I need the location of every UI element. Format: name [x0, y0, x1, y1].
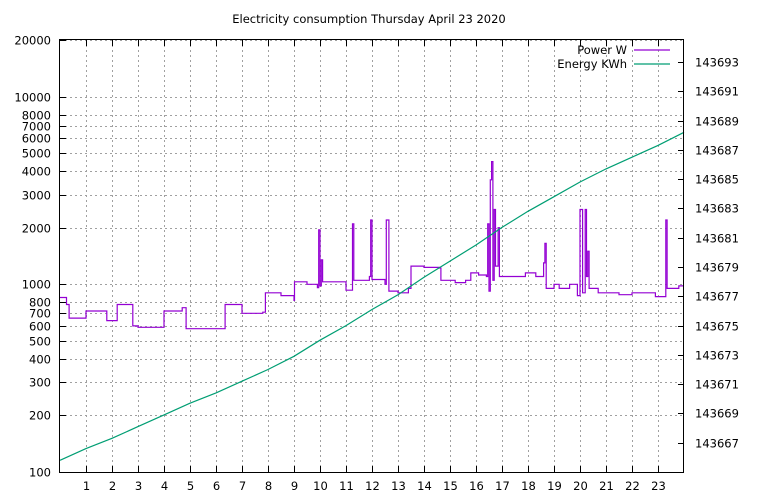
series-power-w: [60, 161, 684, 330]
y-left-tick-label: 800: [29, 296, 51, 310]
y-right-tick-label: 143675: [695, 320, 739, 334]
x-tick-label: 1: [83, 479, 90, 493]
y-left-tick-label: 100: [29, 466, 51, 480]
y-right-tick-label: 143689: [695, 115, 739, 129]
y-left-tick-label: 20000: [14, 34, 51, 48]
y-right-tick-label: 143681: [695, 232, 739, 246]
x-tick-label: 16: [469, 479, 484, 493]
y-left-tick-label: 6000: [22, 132, 51, 146]
x-tick-label: 3: [135, 479, 142, 493]
y-left-tick-label: 700: [29, 307, 51, 321]
x-tick-label: 12: [365, 479, 380, 493]
x-tick-label: 5: [187, 479, 194, 493]
legend-label: Energy KWh: [557, 57, 627, 71]
y-left-tick-label: 600: [29, 320, 51, 334]
legend-label: Power W: [577, 43, 627, 57]
y-right-tick-label: 143679: [695, 261, 739, 275]
x-tick-label: 21: [599, 479, 614, 493]
y-right-tick-label: 143673: [695, 349, 739, 363]
x-tick-label: 17: [495, 479, 510, 493]
x-tick-label: 4: [161, 479, 168, 493]
y-left-tick-label: 8000: [22, 109, 51, 123]
x-tick-label: 15: [443, 479, 458, 493]
y-left-tick-label: 2000: [22, 222, 51, 236]
y-left-tick-label: 1000: [22, 278, 51, 292]
series-lines: [59, 131, 685, 461]
y-right-tick-label: 143671: [695, 378, 739, 392]
x-axis: 1 2 3 4 5 6 7 8 9 10 11 12 13 14 15 16 17 18 19 20 21 22 23: [83, 40, 666, 493]
y-right-tick-label: 143685: [695, 173, 739, 187]
y-right-tick-label: 143677: [695, 290, 739, 304]
x-tick-label: 19: [547, 479, 562, 493]
x-tick-label: 20: [573, 479, 588, 493]
y-left-tick-label: 500: [29, 335, 51, 349]
x-tick-label: 14: [417, 479, 432, 493]
x-tick-label: 2: [109, 479, 116, 493]
y-right-tick-label: 143693: [695, 56, 739, 70]
y-left-tick-label: 5000: [22, 147, 51, 161]
x-tick-label: 11: [339, 479, 354, 493]
x-tick-label: 13: [391, 479, 406, 493]
y-right-tick-label: 143691: [695, 85, 739, 99]
y-right-tick-label: 143667: [695, 437, 739, 451]
y-left-tick-label: 300: [29, 376, 51, 390]
x-tick-label: 7: [239, 479, 246, 493]
y-right-tick-label: 143687: [695, 144, 739, 158]
y-left-tick-label: 400: [29, 353, 51, 367]
x-tick-label: 10: [313, 479, 328, 493]
chart-title: Electricity consumption Thursday April 2…: [232, 12, 506, 26]
x-tick-label: 22: [625, 479, 640, 493]
y-right-tick-label: 143683: [695, 202, 739, 216]
x-tick-label: 8: [265, 479, 272, 493]
x-tick-label: 23: [651, 479, 666, 493]
series-energy-kwh: [59, 131, 685, 461]
x-tick-label: 18: [521, 479, 536, 493]
y-axis-right: 143667 143669 143671 143673 143675 143677 1436…: [678, 56, 739, 451]
plot-frame: [59, 39, 684, 473]
x-tick-label: 6: [213, 479, 220, 493]
y-left-tick-label: 200: [29, 409, 51, 423]
y-left-tick-label: 7000: [22, 120, 51, 134]
x-tick-label: 9: [291, 479, 298, 493]
y-left-tick-label: 4000: [22, 165, 51, 179]
y-left-tick-label: 10000: [14, 91, 51, 105]
y-right-tick-label: 143669: [695, 407, 739, 421]
y-left-tick-label: 3000: [22, 189, 51, 203]
